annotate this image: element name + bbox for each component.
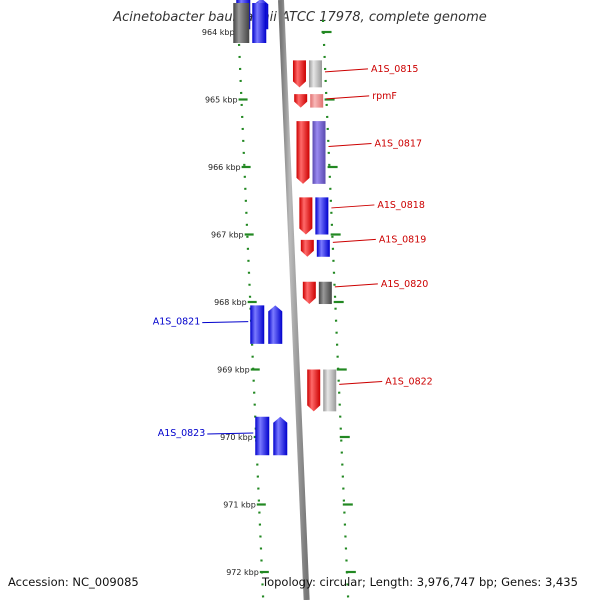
gene-arrow-forward	[294, 94, 308, 108]
right-track-dots	[321, 19, 350, 600]
gene-arrow-forward	[307, 369, 321, 412]
gene-arrow-forward	[302, 281, 316, 305]
gene-arrow-forward	[296, 121, 310, 184]
genome-summary-text: Topology: circular; Length: 3,976,747 bp…	[262, 575, 578, 589]
gene-label-leader	[202, 321, 249, 324]
tick-label: 968 kbp	[214, 298, 247, 307]
gene-label: A1S_0819	[379, 234, 427, 245]
tick-label: 969 kbp	[217, 366, 250, 375]
accession-text: Accession: NC_009085	[8, 575, 139, 589]
map-title: Acinetobacter baumannii ATCC 17978, comp…	[113, 10, 487, 25]
tick-label: 966 kbp	[208, 163, 241, 172]
tick-label: 972 kbp	[226, 568, 259, 577]
gene-label-leader	[339, 380, 383, 385]
gene-product-bar	[312, 121, 326, 184]
gene-arrow-reverse	[268, 305, 283, 344]
tick-label: 971 kbp	[223, 501, 256, 510]
gene-box-reverse	[252, 3, 267, 43]
gene-product-bar	[316, 239, 330, 257]
gene-label: A1S_0815	[371, 64, 419, 75]
gene-label: A1S_0822	[385, 376, 433, 387]
gene-arrow-forward	[292, 60, 306, 88]
genome-backbone	[278, 0, 310, 600]
gene-arrow-forward	[300, 239, 314, 257]
gene-label: A1S_0821	[153, 317, 201, 328]
gene-arrow-reverse	[273, 416, 288, 456]
gene-arrow-forward	[299, 197, 313, 235]
gene-label: A1S_0823	[158, 428, 206, 439]
gene-label: A1S_0818	[377, 200, 425, 211]
gene-label-leader	[331, 204, 375, 209]
gene-box-reverse	[250, 305, 265, 344]
gene-label-leader	[334, 283, 378, 288]
gene-label-leader	[326, 95, 370, 100]
gene-product-bar	[308, 60, 322, 88]
tick-label: 967 kbp	[211, 231, 244, 240]
gene-product-bar	[318, 281, 332, 305]
gene-product-bar	[315, 197, 329, 235]
gene-label: A1S_0817	[375, 138, 423, 149]
gene-box-reverse	[255, 416, 270, 456]
gene-label-leader	[328, 142, 372, 147]
gene-label-leader	[324, 68, 369, 73]
tick-label: 970 kbp	[220, 433, 253, 442]
left-track-dots	[236, 19, 265, 600]
gene-label-leader	[332, 238, 376, 243]
gene-label: A1S_0820	[381, 279, 429, 290]
gene-product-bar	[233, 3, 250, 43]
tick-label: 965 kbp	[205, 96, 238, 105]
gene-product-bar	[323, 369, 337, 412]
gene-label-leader	[207, 432, 254, 435]
gene-label: rpmF	[372, 91, 397, 102]
gene-product-bar	[310, 94, 324, 108]
tick-label: 964 kbp	[202, 28, 235, 37]
